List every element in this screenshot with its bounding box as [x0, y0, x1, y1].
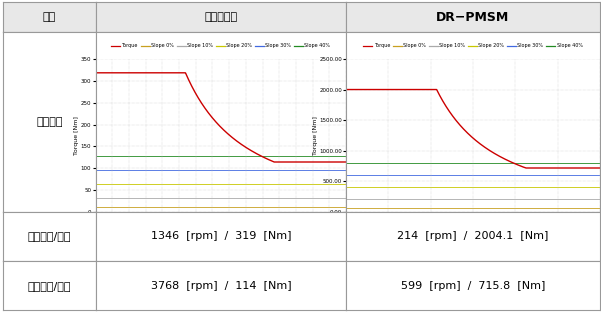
Text: 구분: 구분: [43, 12, 56, 22]
Text: 최대속도/토크: 최대속도/토크: [28, 281, 71, 291]
Text: 3768  [rpm]  /  114  [Nm]: 3768 [rpm] / 114 [Nm]: [150, 281, 291, 291]
Text: DR−PMSM: DR−PMSM: [436, 11, 510, 23]
X-axis label: Motor speed [rpm]: Motor speed [rpm]: [444, 222, 502, 227]
Text: 214  [rpm]  /  2004.1  [Nm]: 214 [rpm] / 2004.1 [Nm]: [397, 231, 549, 241]
Legend: Torque, Slope 0%, Slope 10%, Slope 20%, Slope 30%, Slope 40%: Torque, Slope 0%, Slope 10%, Slope 20%, …: [111, 43, 331, 48]
Text: 유도전동기: 유도전동기: [204, 12, 237, 22]
Legend: Torque, Slope 0%, Slope 10%, Slope 20%, Slope 30%, Slope 40%: Torque, Slope 0%, Slope 10%, Slope 20%, …: [364, 43, 582, 48]
Text: 599  [rpm]  /  715.8  [Nm]: 599 [rpm] / 715.8 [Nm]: [401, 281, 545, 291]
Y-axis label: Torque [Nm]: Torque [Nm]: [313, 116, 318, 155]
X-axis label: Motor speed [rpm]: Motor speed [rpm]: [191, 222, 250, 227]
Text: 정격속도/토크: 정격속도/토크: [28, 231, 71, 241]
Text: 성능공선: 성능공선: [36, 117, 63, 127]
Y-axis label: Torque [Nm]: Torque [Nm]: [75, 116, 79, 155]
Text: 1346  [rpm]  /  319  [Nm]: 1346 [rpm] / 319 [Nm]: [151, 231, 291, 241]
